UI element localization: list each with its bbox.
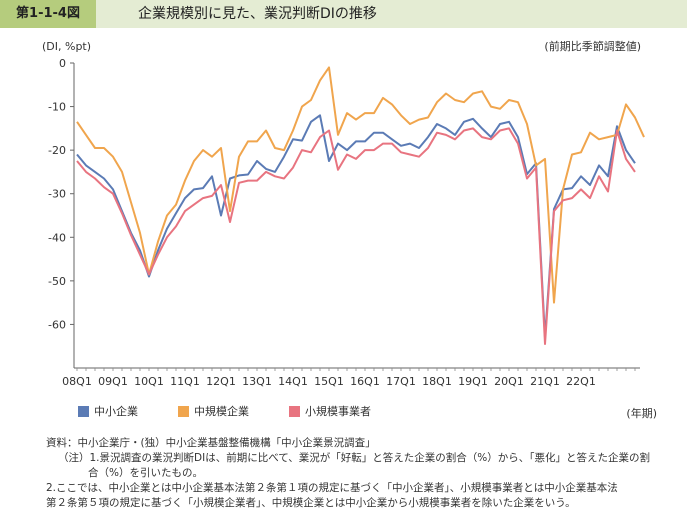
y-tick-label: -40 — [48, 231, 66, 244]
y-tick-label: -50 — [48, 275, 66, 288]
figure-label: 第1-1-4図 — [0, 0, 96, 28]
x-tick-label: 16Q1 — [350, 375, 380, 388]
x-tick-label: 19Q1 — [458, 375, 488, 388]
x-tick-label: 09Q1 — [98, 375, 128, 388]
x-tick-label: 12Q1 — [206, 375, 236, 388]
y-tick-label: -20 — [48, 144, 66, 157]
legend-label: 中規模企業 — [194, 405, 249, 418]
x-tick-label: 18Q1 — [422, 375, 452, 388]
x-tick-label: 10Q1 — [134, 375, 164, 388]
legend-label: 中小企業 — [94, 405, 138, 418]
x-tick-label: 22Q1 — [566, 375, 596, 388]
y-axis-label: (DI, %pt) — [42, 40, 91, 53]
x-tick-label: 15Q1 — [314, 375, 344, 388]
legend-item: 小規模事業者 — [289, 403, 371, 419]
y-tick-label: -30 — [48, 188, 66, 201]
legend-swatch — [178, 405, 189, 417]
legend-label: 小規模事業者 — [305, 405, 371, 418]
y-tick-label: 0 — [59, 57, 66, 70]
source-note: 資料：中小企業庁・(独）中小企業基盤整備機構「中小企業景況調査」 — [46, 437, 376, 449]
legend-swatch — [289, 405, 300, 417]
x-tick-label: 20Q1 — [494, 375, 524, 388]
figure-header: 第1-1-4図 企業規模別に見た、業況判断DIの推移 — [0, 0, 687, 28]
series-line — [76, 127, 636, 345]
note-line: （注）1.景況調査の業況判断DIは、前期に比べて、業況が「好転」と答えた企業の割… — [58, 452, 650, 464]
line-chart: (DI, %pt) (前期比季節調整値) 0 -10 -20 -30 -40 -50 -60… — [42, 39, 645, 388]
legend-item: 中規模企業 — [178, 403, 249, 419]
x-tick-label: 08Q1 — [62, 375, 92, 388]
figure-title: 企業規模別に見た、業況判断DIの推移 — [138, 6, 377, 22]
chart-legend: 中小企業 中規模企業 小規模事業者 — [78, 403, 371, 419]
note-line: 2.ここでは、中小企業とは中小企業基本法第２条第１項の規定に基づく「中小企業者」… — [46, 482, 618, 494]
chart-note-right: (前期比季節調整値) — [544, 39, 641, 53]
x-tick-label: 14Q1 — [278, 375, 308, 388]
legend-swatch — [78, 405, 89, 417]
series-line — [76, 66, 645, 304]
x-tick-label: 11Q1 — [170, 375, 200, 388]
note-line: 合（%）を引いたもの。 — [88, 467, 203, 479]
note-line: 第２条第５項の規定に基づく「小規模企業者」、中規模企業とは中小企業から小規模事業… — [46, 497, 576, 509]
x-axis-unit: (年期) — [626, 407, 657, 420]
x-tick-label: 13Q1 — [242, 375, 272, 388]
y-tick-label: -60 — [48, 318, 66, 331]
y-tick-label: -10 — [48, 101, 66, 114]
x-tick-label: 17Q1 — [386, 375, 416, 388]
series-line — [76, 114, 636, 339]
chart-notes: 資料：中小企業庁・(独）中小企業基盤整備機構「中小企業景況調査」 （注）1.景況… — [46, 436, 666, 511]
legend-item: 中小企業 — [78, 403, 138, 419]
x-tick-label: 21Q1 — [530, 375, 560, 388]
